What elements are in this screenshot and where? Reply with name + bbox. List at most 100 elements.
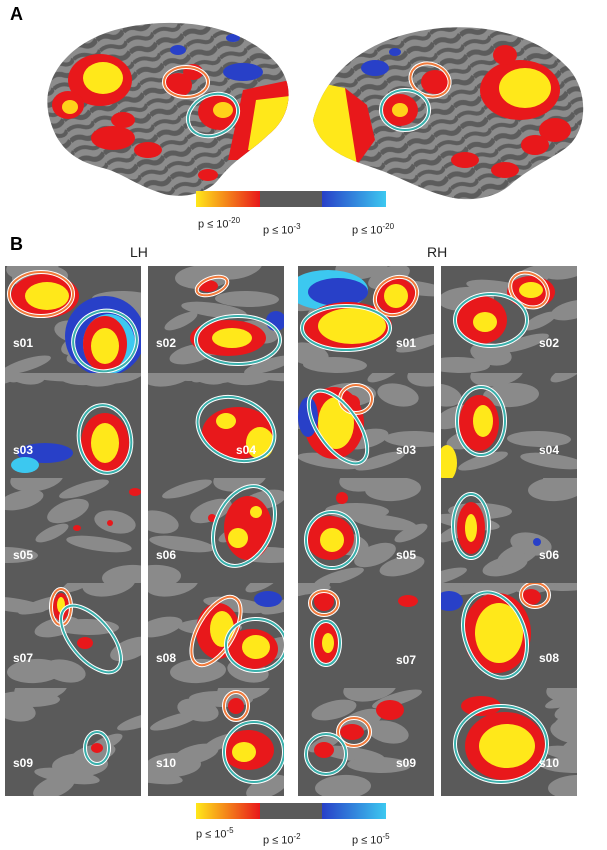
tile-surface	[5, 373, 141, 481]
activation-blob	[479, 724, 535, 768]
tile-rh-s02: s02	[441, 266, 577, 374]
roi-teal-outline	[212, 485, 276, 567]
roi-orange-outline	[520, 583, 550, 608]
roi-teal-outline	[223, 721, 284, 783]
deactivation-blob	[308, 278, 368, 306]
tile-lh-s04: s04	[148, 373, 284, 481]
tile-surface	[148, 478, 284, 586]
activation-blob	[322, 633, 334, 653]
roi-orange-outline	[309, 590, 339, 616]
tile-rh-s08: s08	[441, 583, 577, 691]
roi-orange-outline	[195, 275, 229, 297]
tile-surface	[148, 583, 284, 691]
deactivation-blob	[254, 591, 282, 607]
roi-orange-outline	[190, 595, 242, 667]
tile-lh-s02: s02	[148, 266, 284, 374]
activation-blob	[465, 514, 477, 542]
colorbar-b-cold	[322, 803, 386, 819]
activation-blob	[91, 328, 119, 364]
subject-label: s10	[539, 756, 560, 770]
subject-label: s04	[539, 443, 560, 457]
tile-lh-s05: s05	[5, 478, 141, 586]
roi-teal-outline	[195, 315, 281, 365]
tile-rh-s04: s04	[441, 373, 577, 481]
tile-lh-s06: s06	[148, 478, 284, 586]
tile-surface	[298, 373, 434, 481]
subject-label: s09	[13, 756, 34, 770]
subject-label: s04	[236, 443, 257, 457]
activation-blob	[384, 284, 408, 308]
lh-label: LH	[130, 244, 148, 260]
tile-lh-s07: s07	[5, 583, 141, 691]
colorbar-a-hot	[196, 191, 260, 207]
roi-teal-outline	[77, 404, 133, 474]
right-hemisphere-surface	[313, 27, 584, 200]
tile-rh-s03: s03	[298, 373, 434, 481]
activation-blob	[475, 603, 523, 663]
colorbar-a-cold	[322, 191, 386, 207]
activation-blob	[107, 520, 113, 526]
scale-a-right-label: p ≤ 10-20	[352, 222, 395, 237]
activation-blob	[318, 308, 386, 344]
subject-label: s02	[156, 336, 177, 350]
left-hemisphere-surface	[47, 22, 289, 196]
tile-surface	[5, 478, 141, 586]
panel-a-letter: A	[10, 4, 23, 24]
subject-label: s06	[156, 548, 177, 562]
roi-teal-outline	[225, 618, 284, 672]
tile-lh-s08: s08	[148, 583, 284, 691]
subject-label: s06	[539, 548, 560, 562]
tile-lh-s03: s03	[5, 373, 141, 481]
subject-label: s08	[156, 651, 177, 665]
scale-b-left-label: p ≤ 10-5	[196, 826, 234, 841]
subject-label: s07	[396, 653, 417, 667]
activation-blob	[208, 514, 216, 522]
activation-blob	[398, 595, 418, 607]
tile-surface	[441, 688, 577, 796]
roi-teal-outline	[452, 493, 490, 559]
activation-blob	[25, 282, 69, 310]
subject-label: s03	[13, 443, 34, 457]
tile-surface	[298, 266, 434, 374]
roi-teal-outline	[454, 705, 548, 783]
activation-blob	[232, 742, 256, 762]
roi-teal-outline	[307, 389, 369, 465]
activation-blob	[73, 525, 81, 531]
deactivation-blob	[11, 457, 39, 473]
activation-blob	[376, 700, 404, 720]
tile-surface	[298, 583, 434, 691]
rh-label: RH	[427, 244, 448, 260]
scale-b-mid-label: p ≤ 10-2	[263, 832, 301, 847]
tile-rh-s09: s09	[298, 688, 434, 796]
activation-blob	[91, 423, 119, 463]
subject-label: s07	[13, 651, 34, 665]
activation-blob	[461, 696, 501, 716]
roi-teal-outline	[305, 733, 347, 775]
activation-blob	[441, 445, 457, 481]
subject-label: s09	[396, 756, 417, 770]
tile-surface	[5, 266, 141, 374]
scale-a-left-label: p ≤ 10-20	[198, 216, 241, 231]
tile-lh-s01: s01	[5, 266, 141, 374]
tile-rh-s05: s05	[298, 478, 434, 586]
tile-surface	[441, 373, 577, 481]
activation-blob	[473, 405, 493, 437]
roi-orange-outline	[373, 275, 419, 317]
tile-surface	[298, 688, 434, 796]
tile-surface	[441, 583, 577, 691]
colorbar-b-gray	[260, 803, 322, 819]
roi-teal-outline	[456, 386, 506, 456]
activation-blob	[129, 488, 141, 496]
tile-surface	[148, 373, 284, 481]
tile-rh-s10: s10	[441, 688, 577, 796]
tile-surface	[148, 688, 284, 796]
tile-surface	[5, 688, 141, 796]
subject-label: s05	[396, 548, 417, 562]
activation-blob	[216, 413, 236, 429]
roi-teal-outline	[311, 620, 341, 666]
tile-lh-s09: s09	[5, 688, 141, 796]
activation-blob	[314, 742, 334, 758]
activation-blob	[340, 724, 364, 740]
activation-blob	[228, 698, 244, 714]
activation-blob	[91, 743, 103, 753]
